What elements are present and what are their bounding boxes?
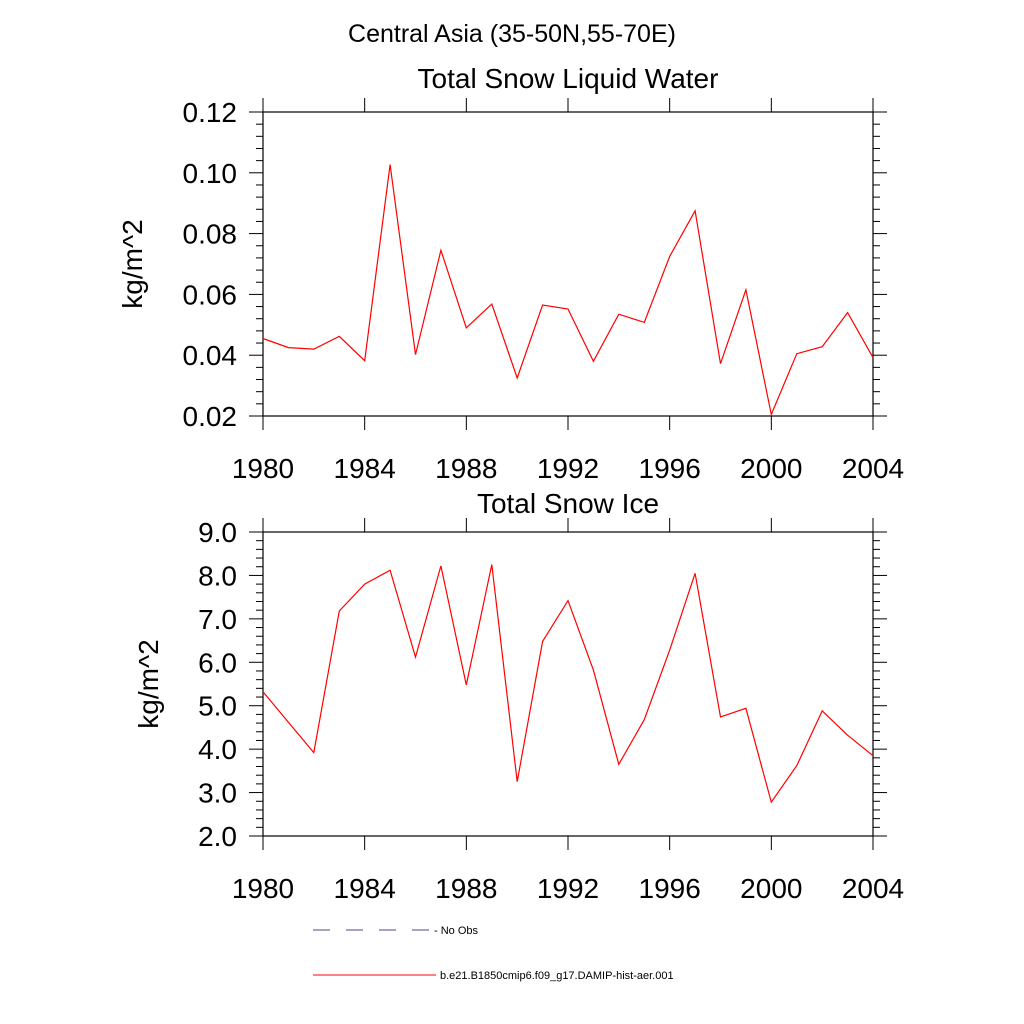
liquid-water-ylabel: kg/m^2 bbox=[117, 219, 148, 308]
liquid-water-ytick-label: 0.10 bbox=[183, 158, 238, 189]
liquid-water-xtick-label: 2004 bbox=[842, 453, 904, 484]
snow-ice-series-line bbox=[262, 564, 874, 804]
legend-model-label: b.e21.B1850cmip6.f09_g17.DAMIP-hist-aer.… bbox=[440, 970, 674, 982]
snow-ice-ytick-label: 7.0 bbox=[198, 604, 237, 635]
snow-ice-ylabel: kg/m^2 bbox=[133, 639, 164, 728]
snow-ice-xtick-label: 1984 bbox=[334, 873, 396, 904]
snow-ice-title: Total Snow Ice bbox=[477, 488, 659, 519]
snow-ice-ytick-label: 8.0 bbox=[198, 560, 237, 591]
liquid-water-xtick-label: 1980 bbox=[232, 453, 294, 484]
snow-ice-plot-frame bbox=[262, 531, 874, 837]
liquid-water-ytick-label: 0.06 bbox=[183, 279, 238, 310]
liquid-water-series-line bbox=[262, 164, 874, 417]
liquid-water-xtick-label: 1988 bbox=[435, 453, 497, 484]
liquid-water-xtick-label: 1996 bbox=[639, 453, 701, 484]
liquid-water-plot-frame bbox=[262, 111, 874, 417]
snow-ice-xtick-label: 1980 bbox=[232, 873, 294, 904]
snow-ice-ytick-label: 2.0 bbox=[198, 821, 237, 852]
liquid-water-ytick-label: 0.12 bbox=[183, 97, 238, 128]
liquid-water-xtick-label: 1992 bbox=[537, 453, 599, 484]
liquid-water-panel: Total Snow Liquid Water kg/m^2 1980 1984 1… bbox=[117, 63, 904, 484]
snow-ice-ytick-label: 4.0 bbox=[198, 734, 237, 765]
liquid-water-ytick-label: 0.02 bbox=[183, 401, 238, 432]
snow-ice-xtick-label: 1988 bbox=[435, 873, 497, 904]
liquid-water-ytick-label: 0.04 bbox=[183, 340, 238, 371]
liquid-water-title: Total Snow Liquid Water bbox=[418, 63, 719, 94]
legend-obs-label: - No Obs bbox=[434, 925, 479, 937]
snow-ice-xtick-label: 1996 bbox=[639, 873, 701, 904]
liquid-water-xtick-label: 2000 bbox=[740, 453, 802, 484]
liquid-water-xtick-label: 1984 bbox=[334, 453, 396, 484]
snow-ice-ytick-label: 9.0 bbox=[198, 517, 237, 548]
liquid-water-ytick-label: 0.08 bbox=[183, 219, 238, 250]
snow-ice-panel: Total Snow Ice kg/m^2 1980 1984 1988 1992 19… bbox=[133, 488, 904, 904]
figure-suptitle: Central Asia (35-50N,55-70E) bbox=[348, 20, 676, 48]
legend: - No Obs b.e21.B1850cmip6.f09_g17.DAMIP-… bbox=[313, 925, 674, 982]
snow-ice-xtick-label: 2000 bbox=[740, 873, 802, 904]
snow-ice-ytick-label: 3.0 bbox=[198, 778, 237, 809]
snow-ice-xtick-label: 1992 bbox=[537, 873, 599, 904]
snow-ice-xtick-label: 2004 bbox=[842, 873, 904, 904]
snow-ice-ytick-label: 6.0 bbox=[198, 647, 237, 678]
snow-ice-ytick-label: 5.0 bbox=[198, 691, 237, 722]
